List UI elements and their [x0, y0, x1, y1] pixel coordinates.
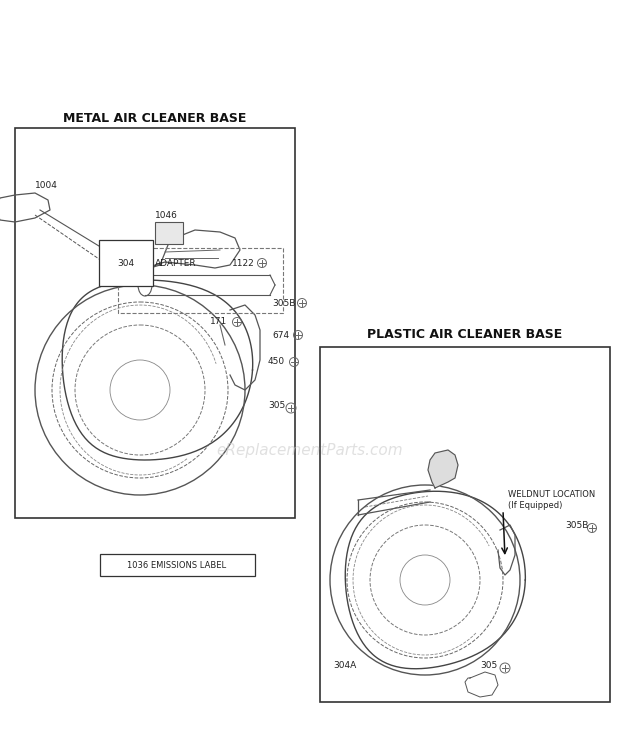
- Text: 1036 EMISSIONS LABEL: 1036 EMISSIONS LABEL: [128, 560, 226, 570]
- FancyBboxPatch shape: [155, 222, 183, 244]
- Text: 305: 305: [480, 661, 497, 670]
- Text: WELDNUT LOCATION
(If Equipped): WELDNUT LOCATION (If Equipped): [508, 491, 595, 510]
- Polygon shape: [428, 450, 458, 488]
- Text: ADAPTER: ADAPTER: [155, 258, 197, 267]
- Text: 450: 450: [268, 357, 285, 366]
- Text: 1004: 1004: [35, 181, 58, 189]
- Text: METAL AIR CLEANER BASE: METAL AIR CLEANER BASE: [63, 112, 247, 124]
- FancyBboxPatch shape: [320, 347, 610, 702]
- Text: 304: 304: [117, 258, 135, 267]
- Text: 1046: 1046: [155, 210, 178, 220]
- Text: 305B: 305B: [565, 520, 588, 530]
- Text: 674: 674: [272, 331, 289, 340]
- FancyBboxPatch shape: [15, 128, 295, 518]
- Text: 305: 305: [268, 400, 285, 409]
- Text: 171: 171: [210, 317, 228, 326]
- Text: 305B: 305B: [272, 298, 295, 308]
- Text: 304A: 304A: [333, 661, 356, 670]
- Text: PLASTIC AIR CLEANER BASE: PLASTIC AIR CLEANER BASE: [368, 329, 562, 341]
- Text: eReplacementParts.com: eReplacementParts.com: [216, 443, 404, 457]
- Text: 1122: 1122: [232, 258, 255, 267]
- FancyBboxPatch shape: [100, 554, 255, 576]
